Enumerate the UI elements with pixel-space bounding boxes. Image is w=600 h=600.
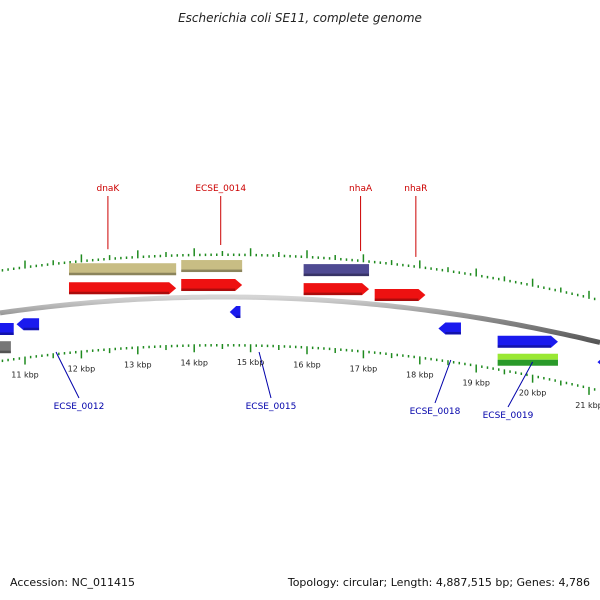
feature-shade <box>236 315 241 319</box>
gene-label: ECSE_0015 <box>246 402 297 412</box>
tick-row-top <box>1 248 596 301</box>
accession-text: Accession: NC_011415 <box>10 576 135 589</box>
gene-label: ECSE_0014 <box>195 184 246 194</box>
feature-ECSE_0020 <box>597 359 600 365</box>
kbp-label: 15 kbp <box>237 358 265 367</box>
feature-ECSE_0014 <box>181 279 243 292</box>
feature-shade <box>181 288 236 292</box>
gene-labels: dnaK ECSE_0014 nhaA nhaR ECSE_0012 ECSE_0015 E… <box>54 184 534 421</box>
feature-shade <box>68 291 170 295</box>
tick-row-bottom <box>1 344 596 395</box>
feature-arrow <box>497 335 558 348</box>
feature-arrow <box>438 322 461 335</box>
kbp-label: 21 kbp <box>575 401 600 410</box>
feature-arrow <box>68 282 177 295</box>
kbp-label: 16 kbp <box>293 360 321 369</box>
feature-arrow <box>597 359 600 365</box>
kbp-label: 12 kbp <box>68 364 96 373</box>
feature-shade <box>374 298 419 302</box>
feature-shade <box>497 345 551 348</box>
kbp-label: 19 kbp <box>462 379 490 388</box>
feature-arrow <box>181 279 243 292</box>
gene-label: ECSE_0018 <box>410 407 461 417</box>
feature-shade <box>0 332 14 335</box>
feature-dnaK-cds <box>68 263 177 276</box>
feature-arrow <box>0 322 14 335</box>
genome-summary-text: Topology: circular; Length: 4,887,515 bp… <box>287 576 590 589</box>
feature-shade <box>181 269 243 273</box>
feature-arrow <box>303 283 370 296</box>
feature-box <box>303 264 370 277</box>
feature-shade <box>23 327 40 331</box>
feature-arrow <box>374 289 426 302</box>
label-leader <box>434 359 452 404</box>
gene-label: ECSE_0012 <box>54 402 105 412</box>
label-leader <box>55 351 80 399</box>
label-leader <box>507 361 534 408</box>
feature-ECSE_0019 <box>497 335 558 348</box>
feature-ECSE_0012-misc <box>0 341 11 354</box>
gene-label: ECSE_0019 <box>483 411 534 421</box>
kbp-label: 17 kbp <box>350 364 378 373</box>
feature-ECSE_0019-misc <box>497 353 558 366</box>
feature-arrow <box>16 318 40 331</box>
feature-shade <box>445 331 461 335</box>
label-leaders <box>55 196 534 408</box>
feature-nhaR <box>374 289 426 302</box>
feature-box <box>181 260 243 273</box>
feature-shade <box>0 350 11 354</box>
feature-arrow <box>229 306 241 319</box>
feature-ECSE_0014-cds <box>181 260 243 273</box>
feature-shade <box>68 272 177 276</box>
feature-shade <box>303 273 370 277</box>
gene-label: nhaR <box>404 184 427 194</box>
feature-dnaK <box>68 282 177 295</box>
feature-box <box>68 263 177 276</box>
gene-label: dnaK <box>96 184 120 194</box>
feature-nhaA <box>303 283 370 296</box>
feature-nhaA-cds <box>303 264 370 277</box>
kbp-label: 14 kbp <box>180 358 208 367</box>
genome-backbone <box>0 294 600 345</box>
feature-ECSE_0012a <box>0 322 14 335</box>
kbp-label: 13 kbp <box>124 360 152 369</box>
feature-shade <box>303 292 363 296</box>
feature-band <box>497 353 558 360</box>
kbp-label: 18 kbp <box>406 370 434 379</box>
label-leader <box>258 351 272 399</box>
kbp-label: 11 kbp <box>11 371 39 380</box>
feature-band <box>497 359 558 366</box>
gene-label: nhaA <box>349 184 373 194</box>
feature-ECSE_0012b <box>16 318 40 331</box>
map-title: Escherichia coli SE11, complete genome <box>178 11 422 25</box>
feature-layer <box>0 260 600 366</box>
feature-ECSE_0015 <box>229 306 241 319</box>
feature-box <box>0 341 11 354</box>
feature-ECSE_0018 <box>438 322 461 335</box>
kbp-axis-labels: 11 kbp 12 kbp 13 kbp 14 kbp 15 kbp 16 kbp 17 k… <box>11 358 600 410</box>
kbp-label: 20 kbp <box>519 389 547 398</box>
